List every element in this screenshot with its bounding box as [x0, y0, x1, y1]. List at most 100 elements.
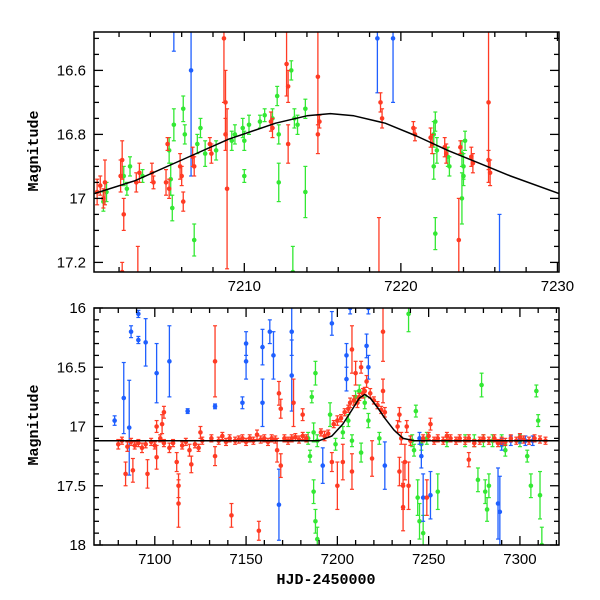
marker: [267, 329, 273, 335]
data-point-green: [358, 442, 364, 463]
data-point-blue: [320, 447, 326, 484]
marker: [484, 507, 490, 512]
marker: [338, 415, 344, 421]
marker: [97, 183, 103, 188]
data-point-blue: [240, 396, 245, 410]
marker: [276, 132, 282, 137]
marker: [137, 170, 142, 176]
marker: [457, 436, 462, 441]
marker: [289, 373, 295, 378]
marker: [353, 370, 358, 376]
data-point-red: [130, 457, 136, 483]
series-green: [101, 60, 468, 272]
marker: [335, 418, 340, 423]
data-point-red: [270, 117, 275, 139]
top-panel-zoom-lightcurve: 7210 7220 7230 16.6 16.8 17 17.2: [57, 31, 574, 295]
data-point-blue: [382, 441, 388, 490]
marker: [486, 483, 492, 489]
y-tick-label: 17.2: [57, 254, 86, 271]
marker: [212, 404, 218, 409]
data-point-red: [300, 431, 305, 441]
marker: [221, 36, 227, 41]
marker: [220, 433, 225, 439]
data-point-red: [119, 140, 125, 180]
marker: [369, 456, 375, 461]
marker: [487, 170, 493, 176]
data-point-red: [380, 378, 386, 404]
marker: [497, 509, 503, 515]
data-point-red: [508, 434, 514, 443]
marker: [176, 501, 181, 506]
marker: [433, 119, 438, 124]
marker: [213, 148, 219, 153]
data-point-red: [349, 325, 355, 374]
marker: [517, 434, 523, 440]
data-point-red: [466, 434, 472, 443]
data-point-red: [402, 443, 408, 481]
marker: [346, 418, 351, 423]
data-point-red: [125, 441, 130, 452]
marker: [132, 443, 138, 448]
marker: [466, 457, 472, 462]
data-point-red: [278, 453, 284, 479]
data-point-green: [229, 130, 235, 151]
x-tick-label: 7250: [412, 551, 445, 568]
data-point-red: [180, 191, 186, 212]
data-point-red: [537, 435, 543, 444]
marker: [420, 530, 426, 536]
y-tick-label: 18: [69, 537, 86, 554]
marker: [329, 459, 335, 465]
marker: [364, 379, 369, 384]
data-point-green: [303, 165, 308, 219]
data-point-blue: [419, 443, 424, 469]
marker: [417, 519, 422, 524]
marker: [192, 441, 198, 447]
marker: [112, 418, 117, 423]
data-point-red: [274, 437, 280, 463]
marker: [420, 436, 426, 441]
x-tick-label: 7150: [229, 551, 262, 568]
marker: [143, 340, 148, 345]
marker: [198, 430, 203, 435]
marker: [311, 489, 316, 494]
data-point-red: [118, 159, 123, 193]
data-point-red: [347, 397, 353, 409]
marker: [471, 440, 477, 446]
data-point-red: [349, 453, 355, 490]
data-point-red: [151, 175, 156, 190]
marker: [342, 409, 347, 415]
marker: [311, 430, 316, 435]
data-point-green: [182, 124, 188, 145]
data-point-green: [262, 108, 267, 123]
marker: [126, 425, 132, 430]
marker: [508, 436, 514, 441]
marker: [102, 180, 108, 185]
series-green: [305, 308, 545, 545]
data-point-green: [434, 137, 440, 164]
data-point-red: [285, 69, 291, 104]
data-point-green: [462, 130, 468, 151]
marker: [136, 276, 141, 281]
data-point-red: [278, 398, 284, 419]
data-point-green: [202, 140, 208, 167]
marker: [182, 132, 188, 137]
data-point-red: [428, 417, 433, 431]
marker: [171, 122, 177, 128]
data-point-red: [466, 451, 472, 468]
data-point-blue: [271, 331, 276, 380]
marker: [417, 436, 422, 441]
data-point-red: [256, 520, 262, 541]
marker: [532, 436, 537, 441]
y-tick-label: 16.5: [57, 359, 86, 376]
y-tick-label: 17: [69, 190, 86, 207]
marker: [229, 513, 234, 518]
marker: [125, 444, 130, 449]
data-point-blue: [167, 325, 172, 398]
marker: [333, 441, 338, 447]
marker: [256, 528, 262, 534]
marker: [295, 122, 300, 128]
marker: [127, 164, 133, 169]
marker: [139, 445, 145, 451]
data-point-red: [495, 438, 501, 448]
data-point-red: [135, 245, 141, 281]
